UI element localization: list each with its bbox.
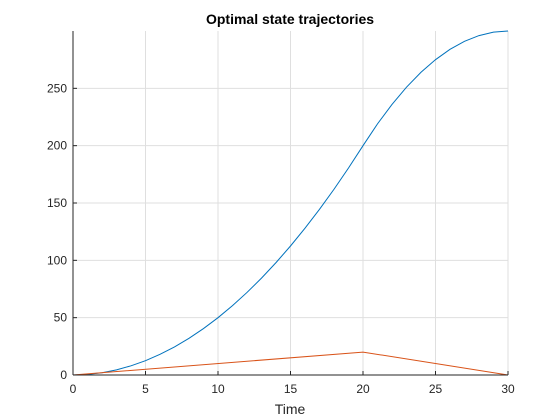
y-tick-label: 0: [60, 368, 67, 382]
chart-title: Optimal state trajectories: [206, 11, 374, 27]
x-axis-label: Time: [275, 401, 306, 417]
x-tick-label: 10: [211, 382, 225, 396]
y-tick-label: 150: [47, 196, 67, 210]
tick-labels: 0 5 10 15 20 25 30 0 50 100 150 200 250: [47, 81, 515, 396]
axes: [72, 31, 509, 376]
y-tick-label: 250: [47, 81, 67, 95]
series-line-1: [72, 30, 509, 376]
x-tick-label: 30: [501, 382, 515, 396]
x-tick-label: 5: [142, 382, 149, 396]
x-tick-label: 25: [429, 382, 443, 396]
plot-series: [72, 30, 509, 376]
grid: [72, 31, 509, 376]
series-line-2: [72, 351, 509, 376]
x-tick-label: 20: [356, 382, 370, 396]
y-tick-label: 50: [54, 311, 68, 325]
x-tick-label: 0: [70, 382, 77, 396]
y-tick-label: 200: [47, 139, 67, 153]
y-tick-label: 100: [47, 253, 67, 267]
x-tick-label: 15: [284, 382, 298, 396]
